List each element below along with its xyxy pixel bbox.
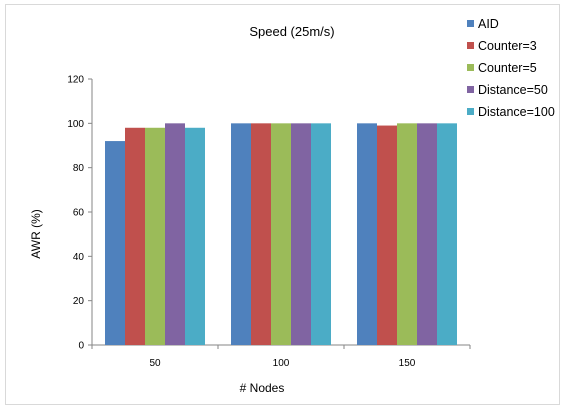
bar	[397, 123, 417, 345]
x-tick-label: 50	[149, 358, 161, 369]
x-tick-label: 100	[273, 358, 290, 369]
y-axis-title: AWR (%)	[29, 209, 43, 259]
legend-label: Counter=3	[478, 39, 537, 53]
legend-label: Distance=100	[478, 105, 555, 119]
y-tick-label: 60	[73, 208, 85, 219]
legend-label: Distance=50	[478, 83, 548, 97]
legend-label: Counter=5	[478, 61, 537, 75]
bar	[165, 123, 185, 345]
bars-group	[105, 123, 457, 346]
x-axis: 50 100 150	[91, 344, 471, 369]
bar	[231, 123, 251, 345]
legend-swatch	[467, 42, 474, 49]
x-axis-title: # Nodes	[240, 381, 285, 395]
legend-label: AID	[478, 17, 499, 31]
y-tick-label: 80	[73, 163, 85, 174]
y-tick-label: 40	[73, 252, 85, 263]
legend-swatch	[467, 86, 474, 93]
bar	[377, 125, 397, 345]
bar	[105, 141, 125, 345]
bar	[417, 123, 437, 345]
bar	[291, 123, 311, 345]
legend: AID Counter=3 Counter=5 Distance=50 Distance…	[467, 17, 555, 119]
legend-swatch	[467, 64, 474, 71]
y-tick-label: 0	[78, 341, 84, 352]
bar	[145, 127, 165, 346]
bar	[251, 123, 271, 345]
y-tick-label: 100	[67, 119, 84, 130]
bar	[437, 123, 457, 345]
legend-swatch	[467, 108, 474, 115]
bar	[357, 123, 377, 345]
y-tick-label: 20	[73, 296, 85, 307]
bar	[185, 127, 205, 346]
y-axis: 0 20 40 60 80 100 120	[67, 75, 93, 352]
bar	[271, 123, 291, 345]
bar	[311, 123, 331, 345]
legend-swatch	[467, 20, 474, 27]
y-tick-label: 120	[67, 75, 84, 86]
x-tick-label: 150	[399, 358, 416, 369]
chart-title: Speed (25m/s)	[249, 24, 334, 39]
bar	[125, 127, 145, 346]
